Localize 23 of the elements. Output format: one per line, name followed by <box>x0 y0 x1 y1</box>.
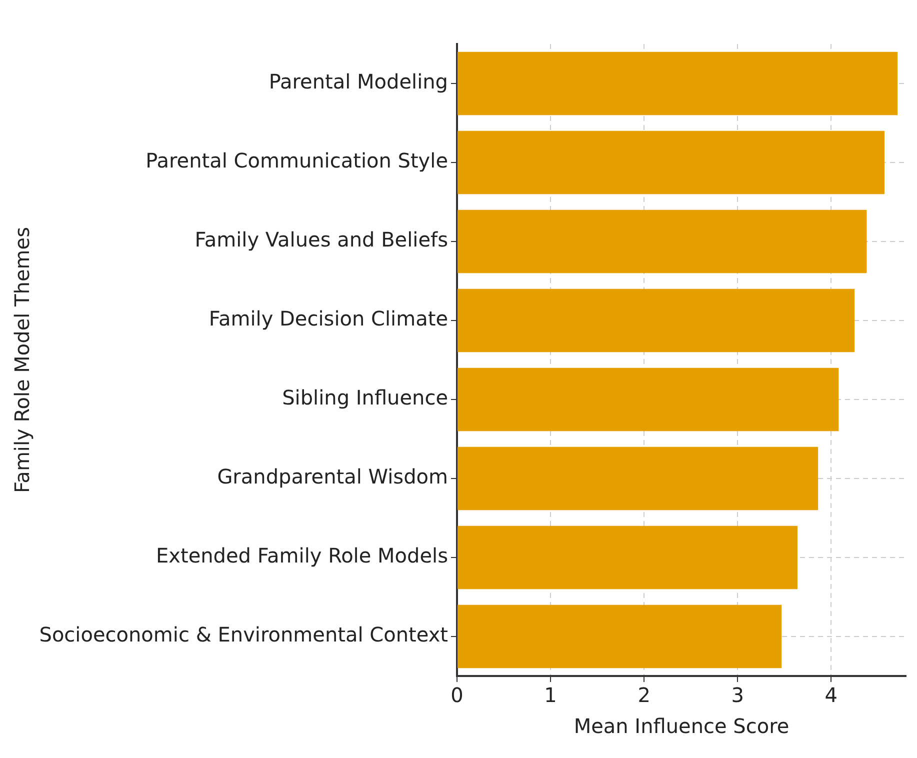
bar <box>458 210 867 274</box>
x-tick-label: 3 <box>731 683 744 708</box>
bar <box>458 288 855 352</box>
x-tick-label: 4 <box>824 683 838 708</box>
x-tick-label: 2 <box>638 683 650 708</box>
y-tick-label: Parental Communication Style <box>146 148 448 173</box>
x-tick-label: 0 <box>450 683 464 708</box>
y-axis-title: Family Role Model Themes <box>10 227 34 493</box>
y-tick-label: Family Values and Beliefs <box>194 228 448 252</box>
y-tick-label: Socioeconomic & Environmental Context <box>39 622 448 647</box>
y-tick-label: Sibling Influence <box>282 386 448 410</box>
bar <box>458 52 898 116</box>
x-tick-label: 1 <box>544 683 557 708</box>
bar <box>458 604 782 668</box>
bar <box>458 368 839 432</box>
bar <box>458 526 798 590</box>
x-axis-title: Mean Influence Score <box>574 714 790 738</box>
y-tick-label: Parental Modeling <box>268 70 448 94</box>
y-tick-label: Extended Family Role Models <box>156 544 448 568</box>
bar <box>458 446 818 510</box>
y-tick-label: Family Decision Climate <box>208 306 448 331</box>
y-tick-label: Grandparental Wisdom <box>217 464 448 489</box>
bar <box>458 130 884 194</box>
